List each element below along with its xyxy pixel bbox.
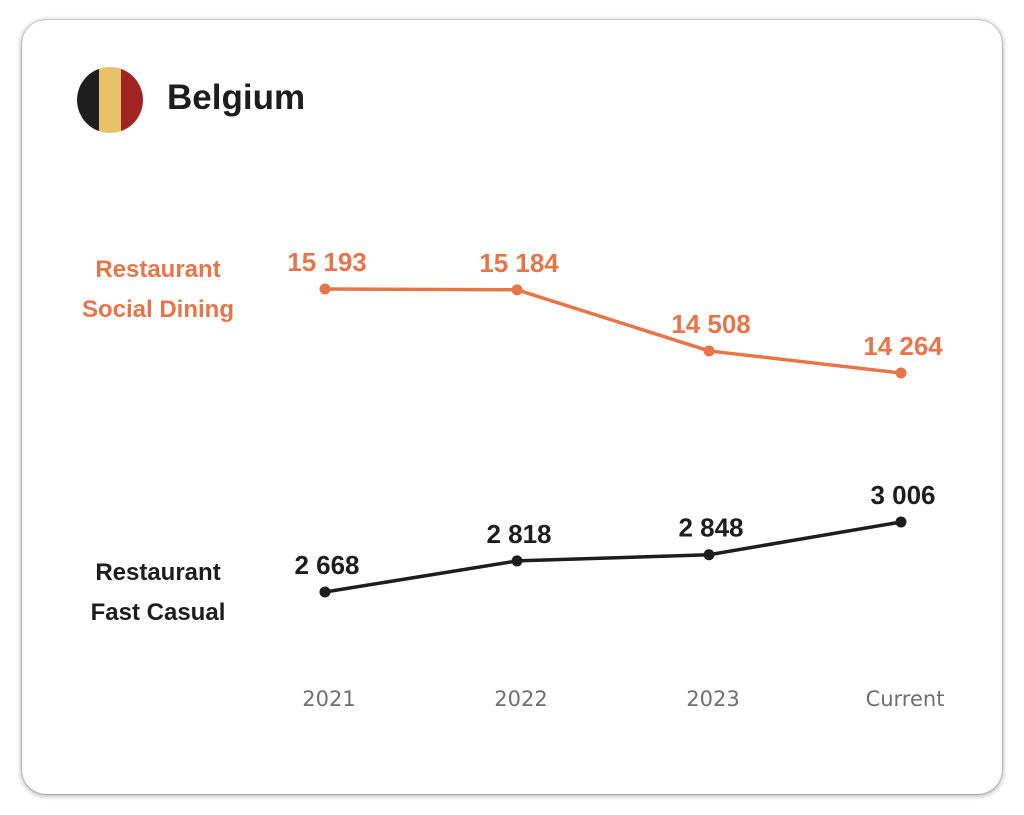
country-title: Belgium — [167, 78, 306, 117]
data-label-0-0: 15 193 — [287, 247, 367, 277]
series-line-1 — [323, 520, 903, 594]
x-tick-label-0: 2021 — [302, 687, 355, 711]
series-label-line-1: Restaurant — [95, 559, 221, 586]
flag-stripe-yellow — [99, 67, 121, 133]
belgium-flag-icon — [77, 67, 143, 133]
series-label-line-2: Social Dining — [81, 296, 234, 323]
x-tick-label-1: 2022 — [494, 687, 547, 711]
series-line-0 — [323, 287, 903, 375]
data-point-1-1 — [511, 555, 523, 567]
series-label-line-2: Fast Casual — [90, 599, 226, 626]
data-label-0-3: 14 264 — [863, 331, 943, 361]
data-point-0-2 — [703, 345, 715, 357]
data-label-1-2: 2 848 — [678, 513, 743, 543]
data-point-0-0 — [319, 283, 331, 295]
data-label-0-2: 14 508 — [671, 309, 751, 339]
data-label-1-1: 2 818 — [486, 519, 551, 549]
x-tick-label-3: Current — [866, 687, 945, 711]
flag-stripe-red — [121, 67, 143, 133]
flag-stripe-black — [77, 67, 99, 133]
series-label-line-1: Restaurant — [95, 256, 221, 283]
x-tick-label-2: 2023 — [686, 687, 739, 711]
data-label-1-0: 2 668 — [294, 550, 359, 580]
data-point-1-2 — [703, 549, 715, 561]
data-label-1-3: 3 006 — [870, 480, 935, 510]
data-label-0-1: 15 184 — [479, 248, 559, 278]
series-label-fast-casual: Restaurant Fast Casual — [58, 553, 258, 633]
data-point-1-3 — [895, 516, 907, 528]
chart-card — [22, 20, 1002, 794]
series-label-social-dining: Restaurant Social Dining — [58, 250, 258, 330]
data-point-0-3 — [895, 367, 907, 379]
data-point-0-1 — [511, 284, 523, 296]
data-point-1-0 — [319, 586, 331, 598]
